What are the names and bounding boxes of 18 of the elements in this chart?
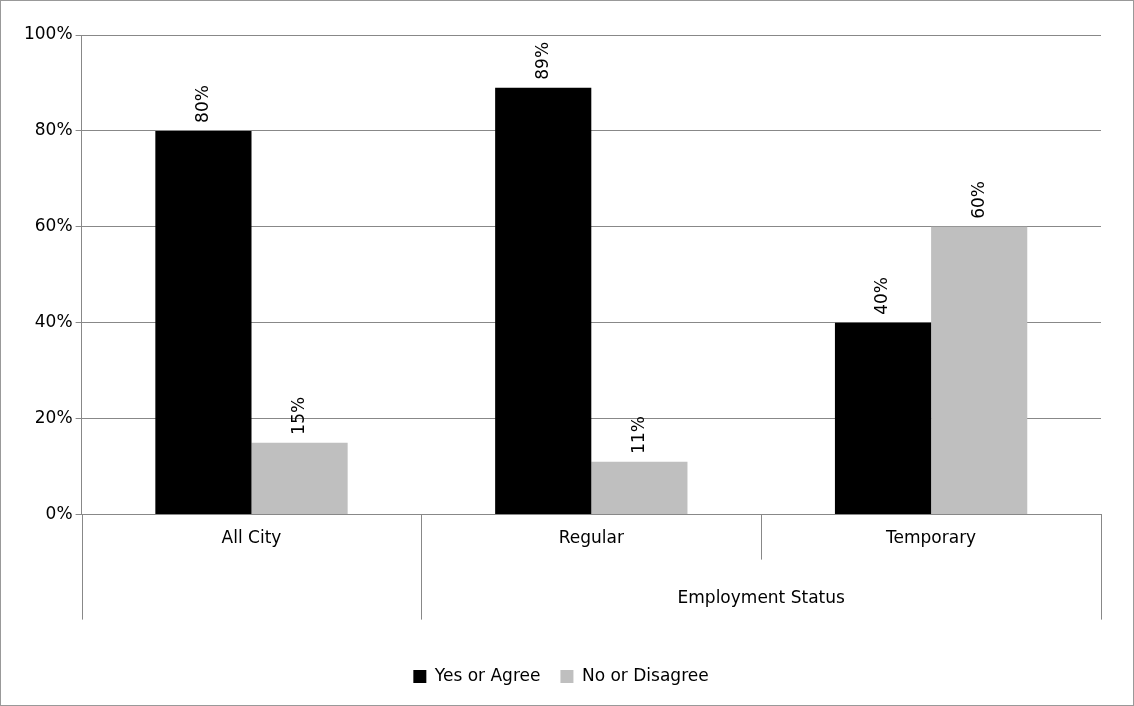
x-tick-label: Regular [558, 527, 624, 548]
text: 40% [871, 276, 892, 315]
y-tick-label: 100% [23, 23, 73, 44]
legend-label: Yes or Agree [433, 664, 541, 685]
text: 80% [191, 85, 212, 123]
y-tick-label: 60% [34, 215, 73, 236]
x-tick-label: Temporary [885, 527, 977, 548]
y-tick-label: 40% [34, 311, 73, 332]
text: 89% [531, 41, 552, 80]
x-tick-label: All City [221, 527, 282, 548]
text: 15% [288, 396, 308, 435]
text: 11% [627, 416, 648, 454]
y-tick-label: 0% [45, 503, 73, 524]
text: 60% [967, 181, 988, 219]
x-axis-title: Employment Status [677, 587, 845, 608]
y-tick-label: 20% [34, 407, 73, 428]
y-tick-label: 80% [34, 119, 73, 140]
legend-label: No or Disagree [581, 664, 709, 685]
